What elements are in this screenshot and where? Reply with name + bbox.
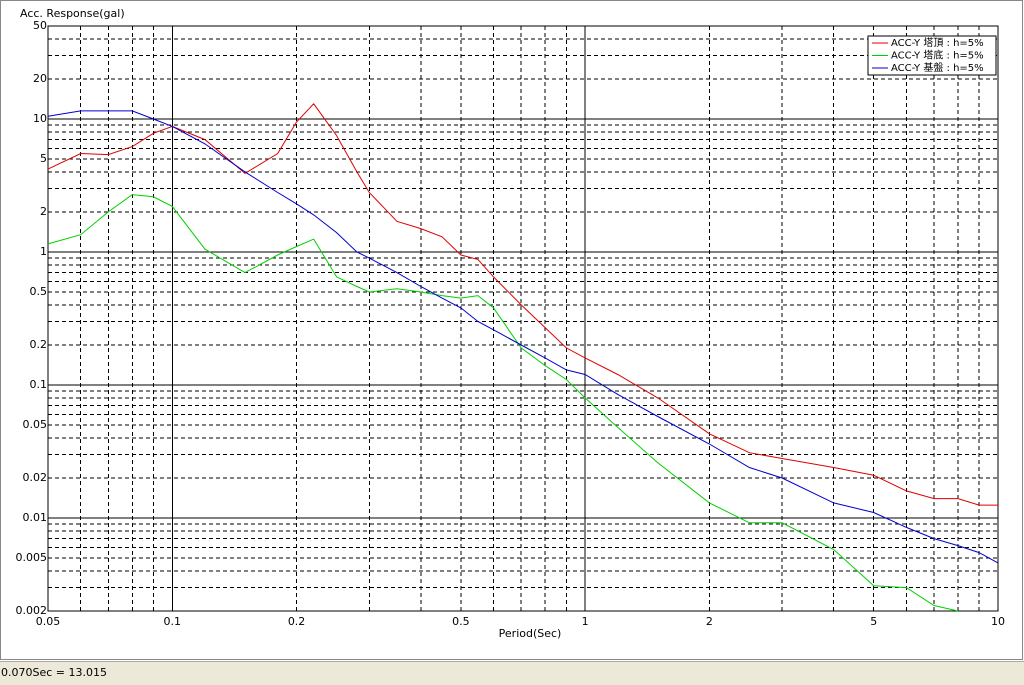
y-tick-label: 0.5 [30,285,48,298]
y-tick-label: 0.05 [23,418,48,431]
y-tick-label: 20 [33,72,47,85]
series-line [47,110,999,564]
y-tick-label: 0.005 [16,551,48,564]
x-tick-label: 0.05 [36,615,61,628]
y-tick-label: 2 [40,205,47,218]
y-tick-label: 0.2 [30,338,48,351]
status-bar: 0.070Sec = 13.015 [0,661,1024,685]
x-tick-label: 0.1 [164,615,182,628]
y-axis-label: Acc. Response(gal) [20,7,125,20]
plot-frame [47,25,999,612]
legend-label: ACC-Y 塔底 : h=5% [891,49,984,62]
y-tick-label: 5 [40,152,47,165]
y-tick-label: 1 [40,245,47,258]
y-tick-label: 0.002 [16,604,48,617]
y-tick-label: 10 [33,112,47,125]
x-tick-label: 2 [706,615,713,628]
chart-frame [0,0,1023,660]
x-tick-label: 0.2 [288,615,306,628]
x-axis-label: Period(Sec) [499,627,562,640]
x-tick-label: 0.5 [452,615,470,628]
x-tick-label: 5 [870,615,877,628]
x-tick-label: 1 [582,615,589,628]
y-tick-label: 0.02 [23,471,48,484]
legend-label: ACC-Y 塔頂 : h=5% [891,36,984,49]
y-tick-label: 0.1 [30,378,48,391]
chart: Acc. Response(gal) Period(Sec) 0.05 0.1 0.… [0,0,1023,660]
series-line [47,194,959,612]
x-tick-label: 10 [991,615,1005,628]
legend-label: ACC-Y 基盤 : h=5% [891,61,984,74]
y-tick-label: 50 [33,19,47,32]
legend-box [867,35,997,76]
series-line [47,103,998,506]
y-tick-label: 0.01 [23,511,48,524]
